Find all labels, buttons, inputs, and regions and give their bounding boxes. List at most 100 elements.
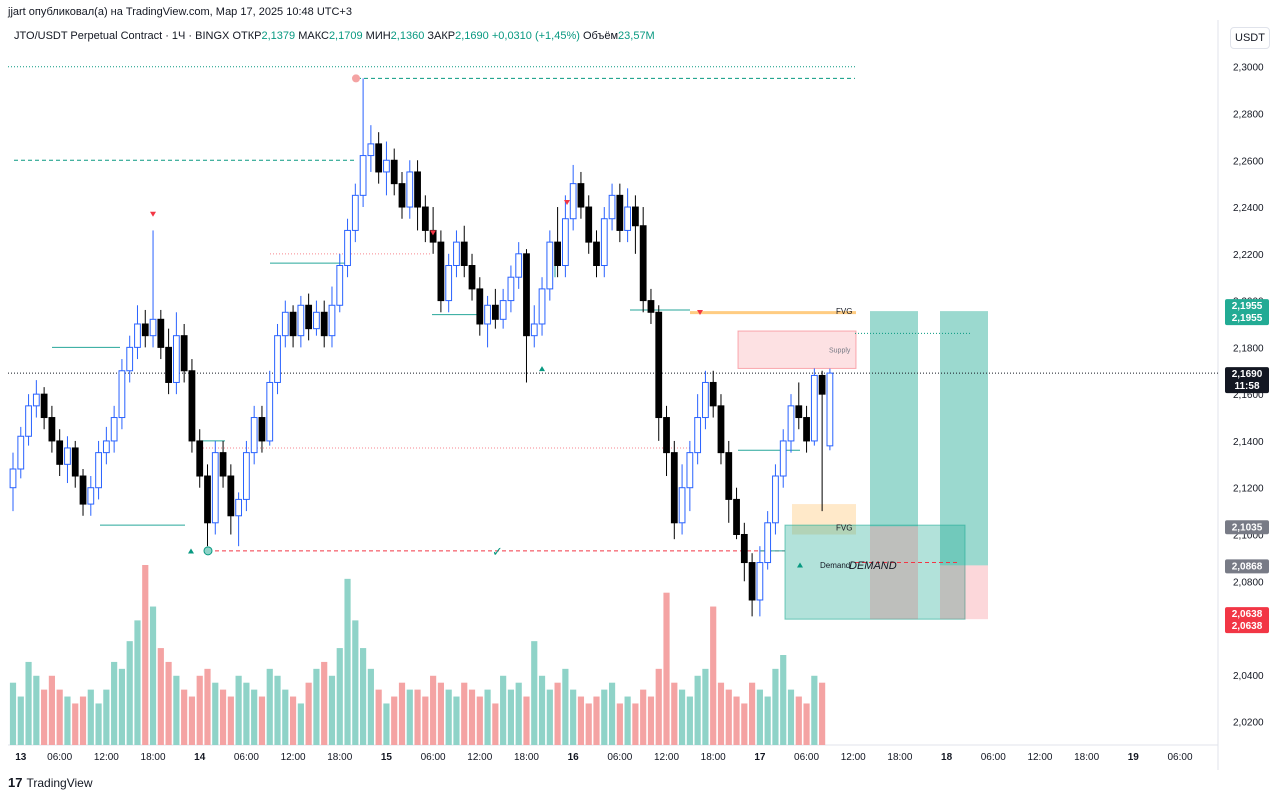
long-target-b [940, 311, 988, 566]
x-tick-label: 06:00 [1167, 752, 1192, 763]
x-tick-label: 12:00 [654, 752, 679, 763]
candle-up [274, 335, 281, 383]
volume-bar [41, 689, 48, 745]
candle-up [351, 194, 359, 231]
x-tick-label: 12:00 [467, 752, 492, 763]
x-tick-label: 18 [941, 752, 953, 763]
volume-bar [17, 696, 24, 745]
volume-bar [492, 703, 499, 745]
target-price-label: 2,1955 [1232, 313, 1263, 324]
swing-high-marker [352, 74, 360, 83]
candle-up [9, 468, 17, 489]
volume-bar [500, 675, 507, 745]
volume-bar [227, 696, 234, 745]
y-tick-label: 2,1200 [1233, 484, 1264, 495]
candle-up [328, 304, 336, 337]
candle-down [421, 206, 429, 231]
volume-bar [686, 696, 693, 745]
volume-bar [795, 696, 802, 745]
volume-bar [367, 668, 374, 745]
long-stop-a [870, 526, 918, 620]
candle-up [569, 183, 577, 220]
candle-down [803, 417, 810, 442]
volume-bar [235, 675, 242, 745]
candle-up [211, 452, 219, 524]
candle-up [694, 417, 702, 454]
demand-big-label: DEMAND [849, 560, 897, 572]
volume-bar [819, 682, 826, 745]
volume-bar [95, 703, 102, 745]
volume-bar [243, 682, 250, 745]
candle-down [709, 381, 717, 407]
candle-down [305, 304, 313, 330]
candle-up [149, 318, 157, 337]
volume-bar [266, 668, 273, 745]
candle-up [826, 372, 834, 447]
tradingview-brand: TradingView [26, 775, 93, 790]
volume-bar [811, 675, 818, 745]
symbol-name[interactable]: JTO/USDT Perpetual Contract · 1Ч · BINGX [14, 30, 230, 42]
volume-bar [360, 648, 367, 745]
volume-bar [336, 648, 343, 745]
candle-down [219, 452, 227, 477]
volume-bar [430, 675, 437, 745]
bearish-signal-marker [697, 309, 703, 315]
candle-down [733, 498, 740, 535]
candle-up [313, 311, 320, 330]
volume-bar [204, 668, 211, 745]
volume-bar [72, 703, 79, 745]
candle-up [367, 143, 375, 157]
demand-zone [784, 524, 966, 620]
stop-price-label: 2,0638 [1232, 621, 1263, 632]
candle-up [600, 218, 608, 267]
volume-bar [391, 696, 398, 745]
volume-bar [787, 689, 795, 745]
y-tick-label: 2,0800 [1233, 577, 1264, 588]
entry-b-price-label: 2,0868 [1232, 561, 1263, 572]
candle-up [25, 405, 32, 437]
y-tick-label: 2,1000 [1233, 530, 1264, 541]
open-value: 2,1379 [261, 30, 296, 42]
candle-up [530, 323, 538, 337]
candle-up [297, 304, 305, 337]
demand-small-label: Demand [820, 561, 850, 570]
volume-bar [601, 689, 608, 745]
candle-up [118, 370, 126, 419]
volume-bar [258, 696, 266, 745]
x-tick-label: 06:00 [794, 752, 819, 763]
volume-bar [181, 689, 188, 745]
volume-bar [632, 703, 639, 745]
candle-down [398, 183, 406, 208]
candle-up [95, 452, 102, 489]
target-price-label: 2,1955 [1232, 301, 1263, 312]
volume-bar [111, 661, 118, 745]
candle-up [764, 522, 772, 564]
volume-bar [103, 689, 110, 745]
volume-bar [313, 668, 320, 745]
bearish-signal-marker [150, 211, 156, 217]
candle-up [243, 452, 250, 500]
volume-bar [562, 668, 569, 745]
candle-down [748, 562, 756, 601]
volume-bar [593, 696, 600, 745]
tradingview-logo-icon: 17 [8, 775, 23, 790]
candle-down [71, 447, 79, 477]
currency-button[interactable]: USDT [1230, 27, 1270, 49]
author-line: jjart опубликовал(а) на TradingView.com,… [8, 6, 352, 18]
volume-bar [352, 620, 359, 745]
close-label: ЗАКР [427, 30, 456, 42]
y-tick-label: 2,2200 [1233, 250, 1264, 261]
volume-bar [780, 655, 787, 745]
candle-down [258, 417, 266, 442]
close-value: 2,1690 [455, 30, 489, 42]
volume-bar [149, 606, 157, 745]
volume-bar [196, 675, 203, 745]
candle-down [48, 417, 56, 442]
candle-up [87, 487, 95, 505]
volume-bar [126, 641, 133, 745]
volume-bar [570, 689, 577, 745]
candle-up [810, 374, 818, 442]
supply-zone [737, 330, 857, 369]
volume-bar [663, 592, 670, 745]
